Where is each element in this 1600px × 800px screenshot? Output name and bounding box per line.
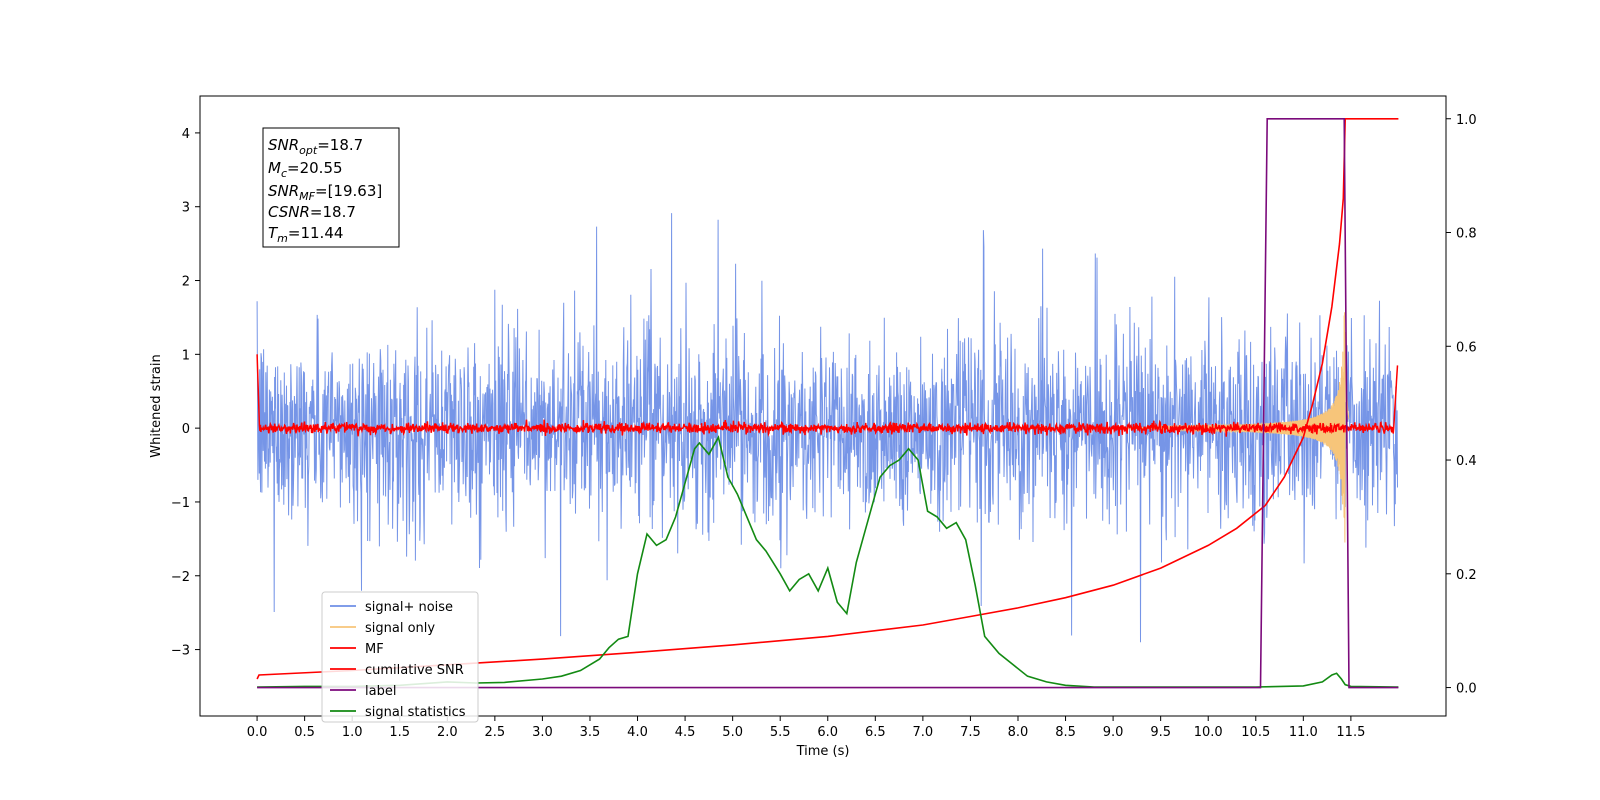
x-tick-label: 1.5 [389,725,410,740]
series-cumulative-snr [256,118,1399,680]
legend-label: signal statistics [365,705,466,720]
info-mc: Mc=20.55 [268,159,343,180]
x-tick-label: 4.0 [627,725,648,740]
y-tick-label: −3 [171,644,190,659]
x-tick-label: 8.5 [1055,725,1076,740]
x-tick-label: 11.5 [1336,725,1365,740]
x-tick-label: 1.0 [342,725,363,740]
y-right-tick-label: 0.6 [1456,340,1477,355]
x-tick-label: 2.5 [485,725,506,740]
x-tick-label: 5.0 [722,725,743,740]
y-right-tick-label: 0.0 [1456,682,1477,697]
x-tick-label: 9.5 [1150,725,1171,740]
info-box-frame [262,127,400,248]
x-tick-label: 2.0 [437,725,458,740]
x-tick-label: 11.0 [1289,725,1318,740]
y-tick-label: −2 [171,570,190,585]
x-tick-label: 7.5 [960,725,981,740]
y-right-tick-label: 0.8 [1456,227,1477,242]
legend-frame [321,591,479,723]
series-mf [256,354,1399,437]
x-tick-label: 3.5 [580,725,601,740]
x-tick-label: 0.0 [247,725,268,740]
x-tick-label: 7.0 [913,725,934,740]
plot-frame [199,95,1447,717]
x-tick-label: 9.0 [1103,725,1124,740]
y-tick-label: 0 [182,422,190,437]
y-right-tick-label: 1.0 [1456,113,1477,128]
y-axis-right: 0.0 0.2 0.4 0.6 0.8 1.0 [1446,113,1477,697]
x-tick-label: 6.0 [817,725,838,740]
y-axis-left: −3 −2 −1 0 1 2 3 4 [171,127,200,659]
y-tick-label: 1 [182,348,190,363]
legend-label: label [365,684,396,699]
info-snr-opt: SNRopt=18.7 [268,136,363,157]
y-right-tick-label: 0.2 [1456,568,1477,583]
x-tick-label: 4.5 [675,725,696,740]
legend-label: signal+ noise [365,600,453,615]
info-snr-mf: SNRMF=[19.63] [268,182,382,203]
y-right-tick-label: 0.4 [1456,454,1477,469]
series-signal-statistics [257,435,1399,688]
legend-label: MF [365,642,384,657]
x-axis: 0.0 0.5 1.0 1.5 2.0 2.5 3.0 3.5 4.0 4.5 5.0 5.5 6.0 6… [247,716,1365,740]
y-tick-label: −1 [171,496,190,511]
info-tm: Tm=11.44 [268,224,343,245]
x-tick-label: 5.5 [770,725,791,740]
info-box: SNRopt=18.7 Mc=20.55 SNRMF=[19.63] CSNR=… [262,127,400,248]
x-tick-label: 0.5 [294,725,315,740]
x-axis-label: Time (s) [796,744,850,759]
legend-label: signal only [365,621,435,636]
y-tick-label: 4 [182,127,190,142]
x-tick-label: 8.0 [1008,725,1029,740]
info-csnr: CSNR=18.7 [268,203,356,221]
y-axis-label: Whitened strain [149,354,164,457]
x-tick-label: 10.5 [1241,725,1270,740]
x-tick-label: 10.0 [1194,725,1223,740]
series-label [257,118,1399,689]
x-tick-label: 3.0 [532,725,553,740]
y-tick-label: 3 [182,201,190,216]
x-tick-label: 6.5 [865,725,886,740]
y-tick-label: 2 [182,275,190,290]
legend-label: cumilative SNR [365,663,464,678]
legend: signal+ noise signal only MF cumilative SNR… [321,591,479,723]
